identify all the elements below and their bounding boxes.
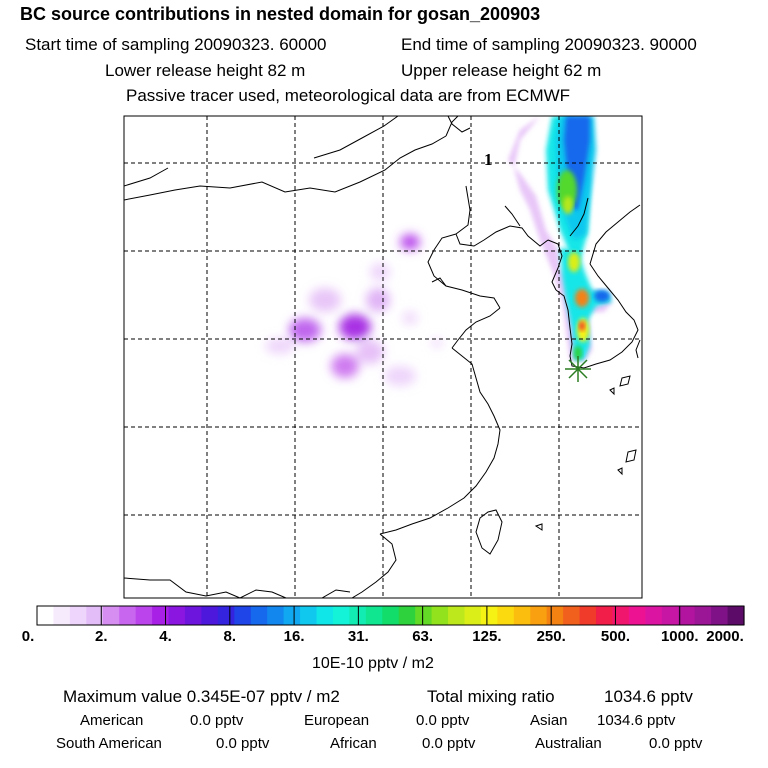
colorbar-segment	[431, 606, 449, 625]
colorbar-segment	[283, 606, 301, 625]
colorbar-segment	[628, 606, 646, 625]
colorbar-tick-label: 250.	[536, 628, 566, 645]
colorbar-segment	[316, 606, 334, 625]
colorbar-segment	[250, 606, 268, 625]
colorbar-segment	[53, 606, 71, 625]
colorbar-segment	[694, 606, 712, 625]
region-name: American	[80, 712, 144, 729]
region-name: European	[304, 712, 370, 729]
colorbar-segment	[69, 606, 87, 625]
colorbar-tick-label: 4.	[159, 628, 172, 645]
region-name: African	[330, 735, 377, 752]
colorbar-tick-label: 8.	[223, 628, 237, 645]
colorbar-segment	[661, 606, 679, 625]
start-time-label: Start time of sampling 20090323. 60000	[25, 35, 327, 54]
colorbar-segment	[711, 606, 729, 625]
colorbar-segment	[168, 606, 186, 625]
colorbar-segment	[184, 606, 203, 625]
colorbar-tick-label: 63.	[412, 628, 434, 645]
receptor-asterisk-icon	[565, 356, 591, 382]
region-name: Asian	[530, 712, 568, 729]
colorbar-segment	[546, 606, 564, 625]
colorbar-segment	[86, 606, 104, 625]
plot-title: BC source contributions in nested domain…	[20, 4, 541, 24]
source-patches-west	[265, 234, 443, 386]
colorbar-segment	[37, 606, 55, 625]
region-value: 0.0 pptv	[649, 735, 703, 752]
colorbar-segment	[382, 606, 400, 625]
region-name: Australian	[535, 735, 602, 752]
colorbar-segment	[596, 606, 614, 625]
colorbar-segment	[497, 606, 515, 625]
region-value: 0.0 pptv	[416, 712, 470, 729]
colorbar-segment	[448, 606, 466, 625]
colorbar-segment	[530, 606, 548, 625]
region-value: 0.0 pptv	[422, 735, 476, 752]
colorbar-segment	[365, 606, 383, 625]
upper-height-label: Upper release height 62 m	[401, 61, 602, 80]
colorbar-segment	[300, 606, 318, 625]
trajectory-marker-label: 1	[484, 150, 493, 169]
colorbar-tick-label: 2000.	[706, 628, 744, 645]
region-value: 0.0 pptv	[216, 735, 270, 752]
total-mixing-value: 1034.6 pptv	[604, 687, 693, 706]
colorbar-segment	[563, 606, 581, 625]
colorbar-segment	[464, 606, 482, 625]
colorbar-segment	[267, 606, 285, 625]
colorbar-segment	[678, 606, 696, 625]
colorbar-segment	[579, 606, 597, 625]
region-value: 0.0 pptv	[190, 712, 244, 729]
colorbar-tick-label: 1000.	[660, 628, 699, 645]
colorbar-segment	[513, 606, 531, 625]
colorbar-frame	[36, 605, 745, 626]
colorbar-segment	[480, 606, 498, 625]
colorbar	[36, 605, 745, 626]
colorbar-tick-label: 16.	[283, 628, 305, 645]
region-name: South American	[56, 735, 162, 752]
colorbar-tick-label: 500.	[600, 628, 631, 645]
colorbar-tick-label: 31.	[347, 628, 369, 645]
colorbar-segment	[332, 606, 350, 625]
colorbar-segment	[152, 606, 170, 625]
end-time-label: End time of sampling 20090323. 90000	[401, 35, 697, 54]
colorbar-segment	[119, 606, 137, 625]
colorbar-tick-label: 0.	[21, 628, 35, 645]
colorbar-segment	[415, 606, 433, 625]
colorbar-segment	[612, 606, 630, 625]
colorbar-segment	[645, 606, 663, 625]
region-value: 1034.6 pptv	[597, 712, 676, 729]
colorbar-units: 10E-10 pptv / m2	[312, 655, 434, 672]
colorbar-segment	[217, 606, 235, 625]
total-mixing-label: Total mixing ratio	[427, 687, 555, 706]
colorbar-segment	[201, 606, 219, 625]
grid-lines	[124, 116, 642, 598]
colorbar-segment	[135, 606, 153, 625]
colorbar-tick-label: 125.	[472, 628, 502, 645]
colorbar-segment	[102, 606, 120, 625]
colorbar-segment	[234, 606, 252, 625]
colorbar-segment	[398, 606, 416, 625]
max-value-label: Maximum value 0.345E-07 pptv / m2	[63, 687, 340, 706]
colorbar-tick-label: 2.	[95, 628, 108, 645]
map-frame	[123, 115, 643, 599]
tracer-note: Passive tracer used, meteorological data…	[126, 86, 571, 105]
colorbar-segment	[727, 606, 745, 625]
lower-height-label: Lower release height 82 m	[105, 61, 306, 80]
plume	[508, 116, 612, 362]
